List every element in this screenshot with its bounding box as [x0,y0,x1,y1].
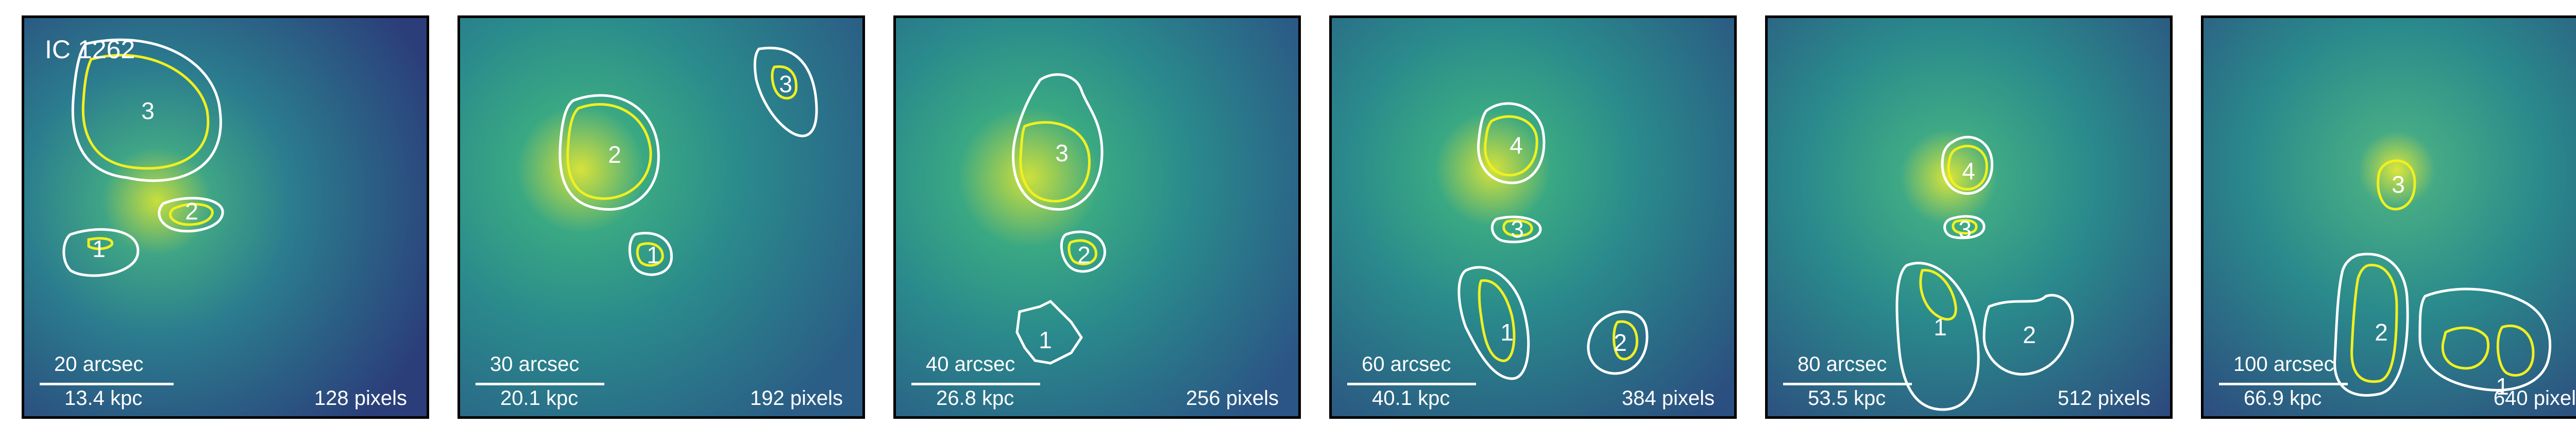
region-contour [1012,73,1104,211]
scale-arcsec: 60 arcsec [1362,353,1451,376]
region-contour [1478,279,1516,362]
region-contour [628,231,673,276]
scale-arcsec: 30 arcsec [490,353,580,376]
scale-bar [1783,383,1912,385]
region-contour [1015,299,1083,365]
scale-arcsec: 40 arcsec [926,353,1015,376]
region-contour [1502,219,1533,237]
region-label: 2 [1614,329,1627,356]
pixel-size: 384 pixels [1621,387,1715,410]
region-contour [1484,115,1538,177]
panel-4: 4 3 1 2 60 arcsec 40.1 kpc 384 pixels [1329,15,1737,419]
pixel-size: 640 pixels [2493,387,2576,410]
region-contour [1895,262,1980,411]
scale-arcsec: 100 arcsec [2233,353,2334,376]
region-contour [1490,215,1542,244]
region-contour [87,237,114,250]
region-contour [566,103,652,200]
region-label: 1 [647,242,660,268]
pixel-size: 192 pixels [750,387,843,410]
region-contour [1060,230,1106,273]
scale-bar [2219,383,2348,385]
region-contour [2333,252,2409,397]
xray-image-4 [1332,18,1734,416]
region-label: 1 [2496,373,2509,400]
region-contour [1587,310,1649,375]
region-contour [2350,264,2398,383]
region-contour [771,65,798,100]
region-contour [1982,294,2074,376]
region-contour [558,94,660,211]
xray-image-6 [2204,18,2576,416]
region-label: 1 [92,235,106,262]
scale-kpc: 40.1 kpc [1372,387,1450,410]
region-contour [2377,159,2416,211]
scale-kpc: 66.9 kpc [2244,387,2322,410]
xray-image-2 [460,18,862,416]
pixel-size: 256 pixels [1185,387,1279,410]
region-label: 2 [1077,242,1091,268]
region-label: 3 [1511,216,1524,243]
region-label: 4 [1510,132,1523,159]
region-contour [62,228,140,277]
scale-kpc: 20.1 kpc [500,387,579,410]
pixel-size: 512 pixels [2057,387,2150,410]
region-contour [1941,135,1994,195]
region-label: 1 [1500,319,1514,346]
scale-kpc: 53.5 kpc [1808,387,1886,410]
region-contour [2418,287,2552,392]
panel-5: 4 3 1 2 80 arcsec 53.5 kpc 512 pixels [1765,15,2173,419]
scale-bar [40,383,174,385]
region-label: 3 [1958,216,1972,243]
region-label: 2 [608,141,621,168]
panel-6: 3 2 1 100 arcsec 66.9 kpc 640 pixels [2201,15,2576,419]
scale-kpc: 26.8 kpc [936,387,1014,410]
xray-image-5 [1768,18,2170,416]
region-label: 3 [141,97,155,124]
region-contour [158,197,224,233]
scale-bar [1347,383,1476,385]
panel-3: 3 2 1 40 arcsec 26.8 kpc 256 pixels [893,15,1301,419]
region-contour [1019,121,1091,203]
scale-kpc: 13.4 kpc [64,387,143,410]
panel-2: 2 1 3 30 arcsec 20.1 kpc 192 pixels [457,15,865,419]
pixel-size: 128 pixels [314,387,407,410]
panel-1: IC 1262 3 2 1 20 arcsec 13.4 kpc 128 pix… [22,15,429,419]
region-contour [1919,269,1957,321]
region-label: 3 [1055,140,1069,166]
region-contour [636,242,664,267]
region-contour [1943,215,1986,240]
xray-image-1 [24,18,427,416]
scale-bar [911,383,1040,385]
region-label: 2 [185,198,198,225]
region-label: 3 [2392,171,2405,198]
scale-arcsec: 20 arcsec [54,353,144,376]
region-contour [71,38,222,182]
region-contour [81,54,210,170]
xray-image-3 [896,18,1298,416]
region-contour [753,46,818,138]
scale-bar [476,383,604,385]
region-contour [1613,320,1638,361]
scale-arcsec: 80 arcsec [1798,353,1887,376]
region-label: 2 [2023,321,2036,348]
region-label: 3 [779,71,792,97]
region-contour [1952,219,1978,235]
region-label: 1 [1934,314,1947,341]
region-label: 4 [1962,158,1975,184]
region-label: 1 [1039,327,1052,353]
region-contour [2441,326,2490,370]
region-contour [1477,102,1546,184]
region-contour [1947,145,1988,191]
region-contour [169,202,214,226]
region-label: 2 [2375,319,2388,346]
region-contour [2496,324,2535,377]
region-contour [1067,239,1097,265]
region-contour [1458,266,1530,380]
cluster-title: IC 1262 [45,35,135,64]
